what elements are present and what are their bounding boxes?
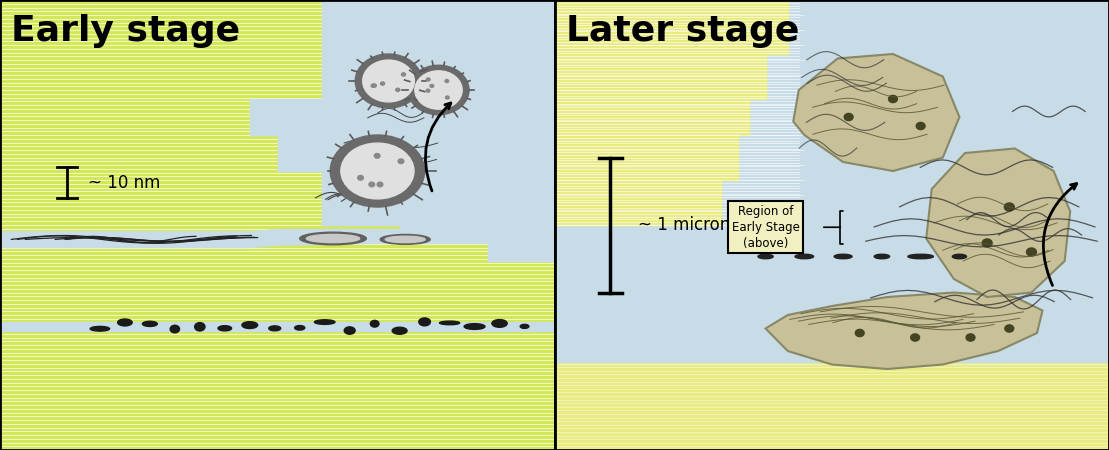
Circle shape <box>373 84 376 87</box>
Ellipse shape <box>218 326 232 331</box>
Ellipse shape <box>170 325 180 333</box>
Polygon shape <box>554 0 787 225</box>
Polygon shape <box>0 322 554 331</box>
Ellipse shape <box>795 254 814 259</box>
Circle shape <box>401 73 406 76</box>
Circle shape <box>445 80 449 82</box>
Ellipse shape <box>340 143 414 199</box>
Ellipse shape <box>142 321 157 326</box>
Text: ~ 10 nm: ~ 10 nm <box>88 174 160 192</box>
Ellipse shape <box>370 320 379 327</box>
Text: Later stage: Later stage <box>566 14 800 48</box>
Ellipse shape <box>834 254 852 259</box>
Circle shape <box>1005 203 1015 211</box>
Ellipse shape <box>299 232 366 245</box>
Ellipse shape <box>393 327 407 334</box>
Ellipse shape <box>195 323 205 331</box>
Polygon shape <box>250 0 554 261</box>
Polygon shape <box>0 230 554 248</box>
Bar <box>554 351 1109 362</box>
Circle shape <box>398 159 404 163</box>
Ellipse shape <box>118 319 132 326</box>
Circle shape <box>916 122 925 130</box>
Polygon shape <box>926 148 1070 297</box>
Polygon shape <box>250 0 554 261</box>
Polygon shape <box>765 292 1042 369</box>
Circle shape <box>888 95 897 103</box>
Polygon shape <box>793 54 959 171</box>
Ellipse shape <box>90 326 110 331</box>
Circle shape <box>372 84 375 87</box>
Ellipse shape <box>344 327 355 334</box>
Text: ~ 1 micron: ~ 1 micron <box>638 216 731 234</box>
Bar <box>554 360 1109 450</box>
Ellipse shape <box>242 322 257 328</box>
Ellipse shape <box>363 60 415 102</box>
Ellipse shape <box>380 234 430 244</box>
Circle shape <box>375 153 380 158</box>
Circle shape <box>855 329 864 337</box>
Circle shape <box>446 96 449 99</box>
Ellipse shape <box>465 324 485 329</box>
Circle shape <box>910 334 919 341</box>
Ellipse shape <box>520 324 529 328</box>
Ellipse shape <box>385 236 425 243</box>
Ellipse shape <box>415 71 462 109</box>
Ellipse shape <box>268 326 281 331</box>
Circle shape <box>1027 248 1037 256</box>
Ellipse shape <box>757 254 773 259</box>
Ellipse shape <box>874 254 889 259</box>
Text: Region of
Early Stage
(above): Region of Early Stage (above) <box>732 205 800 250</box>
Circle shape <box>430 85 434 87</box>
Circle shape <box>377 182 383 187</box>
Circle shape <box>426 78 430 81</box>
Text: Early stage: Early stage <box>11 14 241 48</box>
Ellipse shape <box>419 318 430 326</box>
Circle shape <box>966 334 975 341</box>
Ellipse shape <box>295 325 305 330</box>
Ellipse shape <box>330 135 425 207</box>
Circle shape <box>844 113 853 121</box>
Polygon shape <box>554 0 787 225</box>
Ellipse shape <box>439 321 459 325</box>
Ellipse shape <box>355 54 421 108</box>
Circle shape <box>358 176 364 180</box>
Ellipse shape <box>315 320 335 324</box>
Circle shape <box>396 88 399 91</box>
Ellipse shape <box>908 254 934 259</box>
Ellipse shape <box>492 320 507 327</box>
Ellipse shape <box>408 65 469 115</box>
Ellipse shape <box>306 234 359 243</box>
Circle shape <box>1005 325 1014 332</box>
Circle shape <box>426 89 430 92</box>
Circle shape <box>380 82 385 85</box>
Ellipse shape <box>953 254 967 259</box>
Circle shape <box>983 239 993 247</box>
Circle shape <box>369 182 375 187</box>
